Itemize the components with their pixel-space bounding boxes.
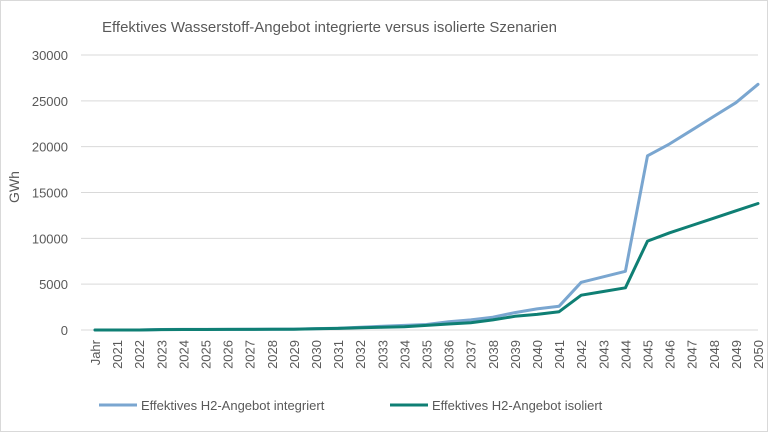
series-line-2 [93,202,760,332]
y-tick-label: 5000 [39,277,68,292]
legend-label: Effektives H2-Angebot isoliert [432,398,603,413]
x-tick-label: 2050 [751,340,766,369]
x-tick-label: 2030 [309,340,324,369]
x-tick-label: 2041 [552,340,567,369]
x-tick-label: 2037 [464,340,479,369]
y-tick-label: 0 [61,323,68,338]
x-tick-label: 2024 [176,340,191,369]
x-tick-label: 2029 [287,340,302,369]
x-axis-ticks: Jahr 2021 2022 2023 2024 2025 2026 2027 2028 2029… [88,339,766,369]
x-tick-label: 2045 [641,340,656,369]
chart-title: Effektives Wasserstoff-Angebot integrier… [102,19,557,36]
x-tick-label: 2033 [375,340,390,369]
x-tick-label: 2025 [199,340,214,369]
x-tick-label: 2038 [486,340,501,369]
y-tick-label: 10000 [32,231,68,246]
y-tick-label: 20000 [32,140,68,155]
x-tick-label: 2039 [508,340,523,369]
x-tick-label: 2031 [331,340,346,369]
x-tick-label: 2042 [574,340,589,369]
x-tick-label: 2028 [265,340,280,369]
x-tick-label: 2049 [729,340,744,369]
x-tick-label: 2021 [110,340,125,369]
y-axis-label: GWh [6,171,22,203]
x-tick-label: 2026 [221,340,236,369]
x-tick-label: Jahr [88,339,103,365]
x-tick-label: 2032 [353,340,368,369]
y-axis-ticks: 0 5000 10000 15000 20000 25000 30000 [32,48,68,338]
x-tick-label: 2036 [442,340,457,369]
legend: Effektives H2-Angebot integriert Effektiv… [99,398,603,413]
x-tick-label: 2047 [685,340,700,369]
x-tick-label: 2048 [707,340,722,369]
x-tick-label: 2044 [618,340,633,369]
y-tick-label: 25000 [32,94,68,109]
x-tick-label: 2046 [663,340,678,369]
x-tick-label: 2022 [132,340,147,369]
x-tick-label: 2023 [154,340,169,369]
x-tick-label: 2035 [420,340,435,369]
y-tick-label: 30000 [32,48,68,63]
x-tick-label: 2040 [530,340,545,369]
series-lines [93,82,760,332]
x-tick-label: 2034 [397,340,412,369]
legend-label: Effektives H2-Angebot integriert [141,398,325,413]
gridlines [81,54,758,331]
x-tick-label: 2027 [243,340,258,369]
x-tick-label: 2043 [596,340,611,369]
series-line-1 [93,82,760,332]
y-tick-label: 15000 [32,186,68,201]
